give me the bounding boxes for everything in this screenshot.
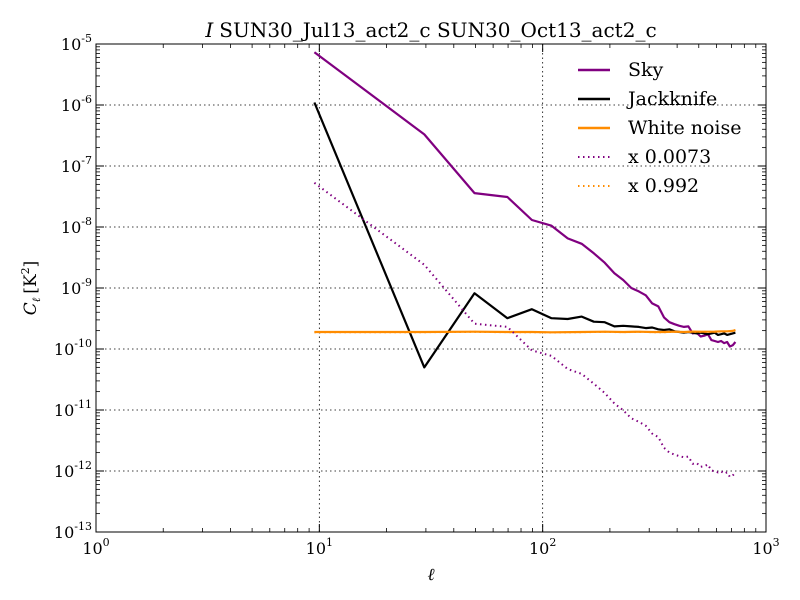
chart-title-prefix: I xyxy=(204,18,214,42)
x-tick-base: 10 xyxy=(82,539,102,558)
x-tick-base: 10 xyxy=(306,539,326,558)
y-tick-label: 10-13 xyxy=(54,520,92,542)
y-axis-label-subscript: ℓ xyxy=(30,297,43,302)
x-tick-exp: 1 xyxy=(326,536,333,549)
y-tick-label: 10-6 xyxy=(61,93,92,115)
y-axis-label-unit-exp: 2 xyxy=(19,267,32,274)
legend-label-white-noise: White noise xyxy=(628,117,742,139)
axis-ticks xyxy=(95,43,767,533)
y-tick-exp: -12 xyxy=(74,459,92,472)
y-tick-base: 10 xyxy=(61,96,81,115)
y-tick-exp: -10 xyxy=(74,337,92,350)
legend-label-x-0-0073: x 0.0073 xyxy=(628,146,711,168)
y-tick-label: 10-7 xyxy=(61,154,92,176)
y-tick-base: 10 xyxy=(54,523,74,542)
y-tick-base: 10 xyxy=(61,157,81,176)
chart-title-text: SUN30_Jul13_act2_c SUN30_Oct13_act2_c xyxy=(219,18,656,42)
y-tick-label: 10-11 xyxy=(54,398,92,420)
x-tick-base: 10 xyxy=(529,539,549,558)
x-tick-labels: 100 101 102 103 xyxy=(82,536,779,558)
legend: Sky Jackknife White noise x 0.0073 x 0.992 xyxy=(578,59,742,197)
series-line-sky xyxy=(313,51,737,348)
y-tick-label: 10-12 xyxy=(54,459,92,481)
y-tick-base: 10 xyxy=(61,35,81,54)
x-tick-label: 101 xyxy=(306,536,333,558)
y-axis-label: Cℓ [K2] xyxy=(19,261,43,316)
y-tick-exp: -6 xyxy=(81,93,92,106)
series-line-jackknife xyxy=(313,102,736,369)
y-tick-label: 10-5 xyxy=(61,32,92,54)
legend-label-jackknife: Jackknife xyxy=(626,88,717,110)
y-tick-exp: -8 xyxy=(81,215,92,228)
y-tick-base: 10 xyxy=(54,340,74,359)
x-tick-label: 102 xyxy=(529,536,556,558)
y-tick-base: 10 xyxy=(61,279,81,298)
y-tick-base: 10 xyxy=(61,218,81,237)
series-line-x-0-0073 xyxy=(313,181,737,478)
chart-title: I SUN30_Jul13_act2_c SUN30_Oct13_act2_c xyxy=(204,18,656,42)
x-tick-label: 103 xyxy=(752,536,779,558)
series-layer xyxy=(313,51,737,478)
y-tick-exp: -13 xyxy=(74,520,92,533)
y-axis-label-unit-close: ] xyxy=(21,261,41,268)
y-tick-exp: -7 xyxy=(81,154,92,167)
x-axis-label: ℓ xyxy=(427,565,434,585)
y-tick-exp: -11 xyxy=(74,398,92,411)
x-tick-label: 100 xyxy=(82,536,109,558)
x-tick-exp: 3 xyxy=(773,536,780,549)
y-axis-label-symbol: C xyxy=(21,302,41,315)
y-tick-base: 10 xyxy=(54,401,74,420)
legend-label-sky: Sky xyxy=(628,59,664,81)
legend-label-x-0-992: x 0.992 xyxy=(628,175,699,197)
grid-lines xyxy=(96,44,766,532)
y-tick-base: 10 xyxy=(54,462,74,481)
y-axis-label-unit: [K xyxy=(21,274,41,294)
series-line-x-0-992 xyxy=(314,329,736,334)
y-tick-label: 10-9 xyxy=(61,276,92,298)
y-tick-exp: -9 xyxy=(81,276,92,289)
x-tick-exp: 0 xyxy=(103,536,110,549)
x-tick-base: 10 xyxy=(752,539,772,558)
y-tick-label: 10-10 xyxy=(54,337,92,359)
y-tick-label: 10-8 xyxy=(61,215,92,237)
x-tick-exp: 2 xyxy=(549,536,556,549)
y-tick-exp: -5 xyxy=(81,32,92,45)
